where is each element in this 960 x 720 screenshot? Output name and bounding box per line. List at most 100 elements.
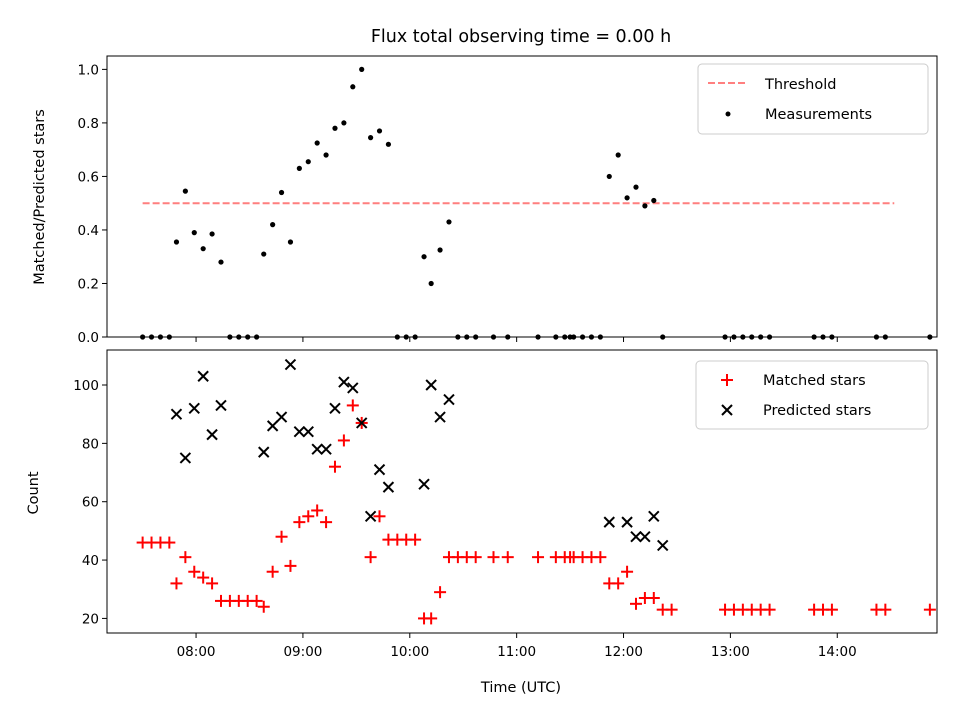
measurements-point bbox=[446, 219, 452, 225]
matched-stars-point bbox=[629, 597, 642, 610]
measurements-point bbox=[567, 334, 573, 340]
matched-stars-point bbox=[206, 577, 219, 590]
matched-stars-point bbox=[825, 603, 838, 616]
predicted-stars-point bbox=[179, 452, 192, 464]
bottom-y-axis-label: Count bbox=[26, 471, 42, 514]
top-y-tick-label: 0.6 bbox=[78, 169, 99, 185]
measurements-point bbox=[597, 334, 603, 340]
predicted-stars-point bbox=[215, 399, 227, 412]
predicted-stars-point bbox=[639, 531, 651, 543]
measurements-point bbox=[236, 334, 242, 340]
measurements-point bbox=[633, 184, 639, 190]
predicted-stars-point bbox=[275, 411, 288, 423]
measurements-point bbox=[350, 84, 356, 90]
measurements-point bbox=[287, 239, 294, 245]
measurements-point bbox=[245, 334, 251, 340]
measurements-point bbox=[278, 189, 285, 196]
matched-stars-point bbox=[337, 434, 350, 447]
measurements-point bbox=[562, 334, 568, 340]
predicted-stars-point bbox=[188, 402, 200, 415]
x-tick-label: 11:00 bbox=[497, 644, 536, 660]
bottom-y-tick-label: 80 bbox=[82, 436, 99, 452]
measurements-point bbox=[624, 195, 630, 201]
measurements-point bbox=[412, 334, 418, 340]
matched-stars-point bbox=[594, 551, 607, 564]
measurements-point bbox=[811, 334, 817, 340]
measurements-point bbox=[615, 152, 621, 158]
measurements-point bbox=[421, 254, 427, 260]
threshold-legend-label: Threshold bbox=[764, 77, 836, 93]
matched-stars-point bbox=[879, 603, 892, 616]
predicted-stars-point bbox=[197, 370, 209, 382]
measurements-point bbox=[505, 334, 511, 340]
matched-stars-point bbox=[373, 510, 386, 523]
measurements-point bbox=[535, 334, 541, 340]
matched-stars-point bbox=[923, 603, 936, 616]
measurements-point bbox=[642, 203, 648, 209]
matched-stars-legend-marker bbox=[721, 374, 733, 386]
measurements-point bbox=[571, 334, 577, 340]
measurements-point bbox=[182, 188, 188, 194]
measurements-point bbox=[254, 334, 260, 340]
measurements-legend-label: Measurements bbox=[765, 107, 872, 123]
matched-stars-point bbox=[302, 510, 315, 523]
matched-stars-point bbox=[284, 559, 297, 572]
bottom-legend-box bbox=[695, 360, 929, 430]
top-y-axis-label: Matched/Predicted stars bbox=[32, 109, 48, 285]
predicted-stars-point bbox=[355, 417, 368, 429]
measurements-point bbox=[749, 334, 755, 340]
matched-stars-point bbox=[170, 577, 183, 590]
measurements-point bbox=[140, 334, 146, 340]
matched-stars-legend-label: Matched stars bbox=[763, 373, 866, 389]
measurements-point bbox=[455, 334, 461, 340]
measurements-legend-marker bbox=[725, 111, 731, 117]
top-y-tick-label: 0.2 bbox=[78, 276, 99, 292]
matched-stars-point bbox=[487, 551, 500, 564]
measurements-point bbox=[359, 66, 365, 72]
measurements-point bbox=[829, 334, 835, 340]
x-tick-label: 10:00 bbox=[390, 644, 429, 660]
measurements-point bbox=[731, 334, 737, 340]
measurements-point bbox=[218, 259, 224, 265]
bottom-y-tick-label: 20 bbox=[82, 611, 99, 627]
predicted-stars-point bbox=[302, 425, 314, 438]
bottom-legend: Matched stars Predicted stars bbox=[695, 360, 929, 430]
matched-stars-point bbox=[763, 603, 776, 616]
top-y-tick-label: 0.4 bbox=[78, 223, 99, 239]
measurements-point bbox=[722, 334, 728, 340]
bottom-axes-frame bbox=[106, 349, 938, 634]
matched-stars-point bbox=[364, 551, 377, 564]
measurements-point bbox=[332, 125, 338, 131]
predicted-stars-point bbox=[657, 539, 669, 552]
matched-stars-point bbox=[293, 516, 306, 529]
predicted-stars-point bbox=[338, 376, 350, 388]
predicted-stars-point bbox=[266, 420, 279, 432]
matched-stars-point bbox=[250, 594, 263, 607]
matched-stars-point bbox=[163, 536, 176, 549]
measurements-point bbox=[261, 251, 267, 257]
measurements-point bbox=[157, 334, 164, 340]
matched-stars-point bbox=[257, 600, 270, 613]
measurements-point bbox=[758, 334, 764, 340]
measurements-point bbox=[740, 334, 746, 340]
measurements-point bbox=[606, 173, 612, 180]
measurements-point bbox=[166, 334, 172, 340]
measurements-point bbox=[820, 334, 826, 340]
x-tick-label: 14:00 bbox=[818, 644, 857, 660]
predicted-stars-legend-marker bbox=[721, 404, 733, 416]
measurements-point bbox=[305, 159, 311, 165]
matched-stars-point bbox=[266, 565, 279, 578]
measurements-point bbox=[314, 140, 320, 146]
top-chart-title: Flux total observing time = 0.00 h bbox=[371, 27, 671, 47]
predicted-stars-point bbox=[284, 358, 297, 371]
measurements-point bbox=[553, 334, 559, 340]
measurements-point bbox=[766, 334, 773, 340]
predicted-stars-point bbox=[630, 531, 642, 543]
measurements-point bbox=[191, 230, 197, 236]
measurements-point bbox=[473, 334, 479, 340]
matched-stars-point bbox=[311, 504, 324, 517]
measurements-point bbox=[323, 152, 329, 158]
x-tick-label: 13:00 bbox=[711, 644, 750, 660]
bottom-y-tick-label: 60 bbox=[82, 495, 99, 511]
